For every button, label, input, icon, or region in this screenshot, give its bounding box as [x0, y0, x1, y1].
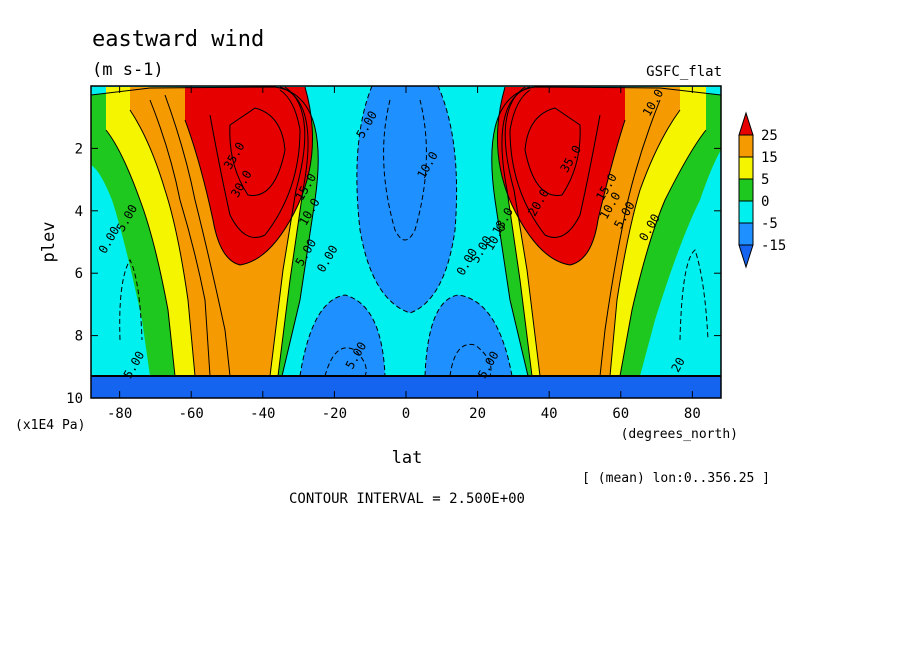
contour-lines [91, 86, 721, 377]
chart-units: (m s-1) [92, 60, 164, 80]
colorbar-label: -15 [761, 238, 786, 254]
contour-line [209, 89, 301, 238]
colorbar-label: 5 [761, 172, 769, 188]
averaging-note: [ (mean) lon:0..356.25 ] [582, 471, 770, 486]
contour-line [269, 86, 306, 377]
surface-band [91, 376, 721, 398]
y-tick-label: 6 [75, 266, 83, 282]
colorbar-label: -5 [761, 216, 778, 232]
x-tick-label: -20 [322, 406, 347, 422]
x-tick-label: 0 [402, 406, 410, 422]
band-nh-blue-lower [425, 295, 512, 376]
y-axis-title: plev [39, 222, 59, 263]
contour-line [149, 99, 211, 377]
contour-line-dashed [679, 249, 709, 341]
colorbar-swatch [738, 156, 754, 180]
contour-line [496, 86, 626, 266]
colorbar-swatch [738, 222, 754, 246]
contour-line-dashed [383, 99, 427, 241]
y-tick-label: 8 [75, 329, 83, 345]
dataset-label: GSFC_flat [646, 64, 722, 80]
contour-line [91, 86, 319, 377]
contour-line [619, 129, 707, 377]
colorbar-label: 25 [761, 128, 778, 144]
colorbar-swatch [738, 178, 754, 202]
contour-line [105, 129, 176, 377]
colorbar-arrow-bottom [738, 244, 754, 269]
contour-line [229, 107, 286, 196]
x-tick-label: 60 [612, 406, 629, 422]
x-tick-label: -60 [179, 406, 204, 422]
contour-line [184, 86, 314, 266]
contour-line-dashed [299, 294, 386, 377]
y-tick-label: 4 [75, 204, 83, 220]
y-tick-label: 10 [66, 391, 83, 407]
contour-lines-negative [119, 86, 709, 377]
contour-line [524, 107, 581, 196]
contour-line [277, 86, 309, 377]
colorbar-arrow-top [738, 111, 754, 136]
contour-line [164, 94, 231, 377]
x-tick-label: -40 [250, 406, 275, 422]
contour-line [129, 109, 196, 377]
colorbar-swatch [738, 200, 754, 224]
x-tick-label: 80 [684, 406, 701, 422]
contour-line-dashed [119, 258, 143, 341]
x-tick-label: 20 [469, 406, 486, 422]
contour-line-dashed [324, 347, 367, 377]
contour-line [504, 86, 541, 377]
contour-field [91, 86, 721, 398]
band-sh-blue-lower [300, 295, 385, 376]
x-tick-label: 40 [541, 406, 558, 422]
contour-line [501, 86, 533, 377]
x-tick-label: -80 [107, 406, 132, 422]
tick-layer: -80 -60 -40 -20 0 20 40 60 80 2 4 6 8 10 [66, 86, 721, 422]
colorbar: 25 15 5 0 -5 -15 [738, 111, 786, 269]
colorbar-label: 15 [761, 150, 778, 166]
contour-interval: CONTOUR INTERVAL = 2.500E+00 [289, 491, 525, 507]
contour-line [599, 99, 661, 377]
contour-line [509, 89, 601, 238]
y-tick-label: 2 [75, 141, 83, 157]
x-axis-units: (degrees_north) [621, 427, 738, 442]
colorbar-swatch [738, 134, 754, 158]
contour-label: 20 [668, 355, 687, 375]
x-axis-title: lat [392, 448, 423, 468]
colorbar-label: 0 [761, 194, 769, 210]
chart-title: eastward wind [92, 27, 264, 52]
contour-line-dashed [449, 343, 492, 377]
band-eq-blue [356, 86, 457, 313]
contour-line [609, 109, 681, 377]
contour-line [491, 86, 721, 377]
y-axis-units: (x1E4 Pa) [15, 418, 85, 433]
contour-line-dashed [424, 294, 513, 377]
